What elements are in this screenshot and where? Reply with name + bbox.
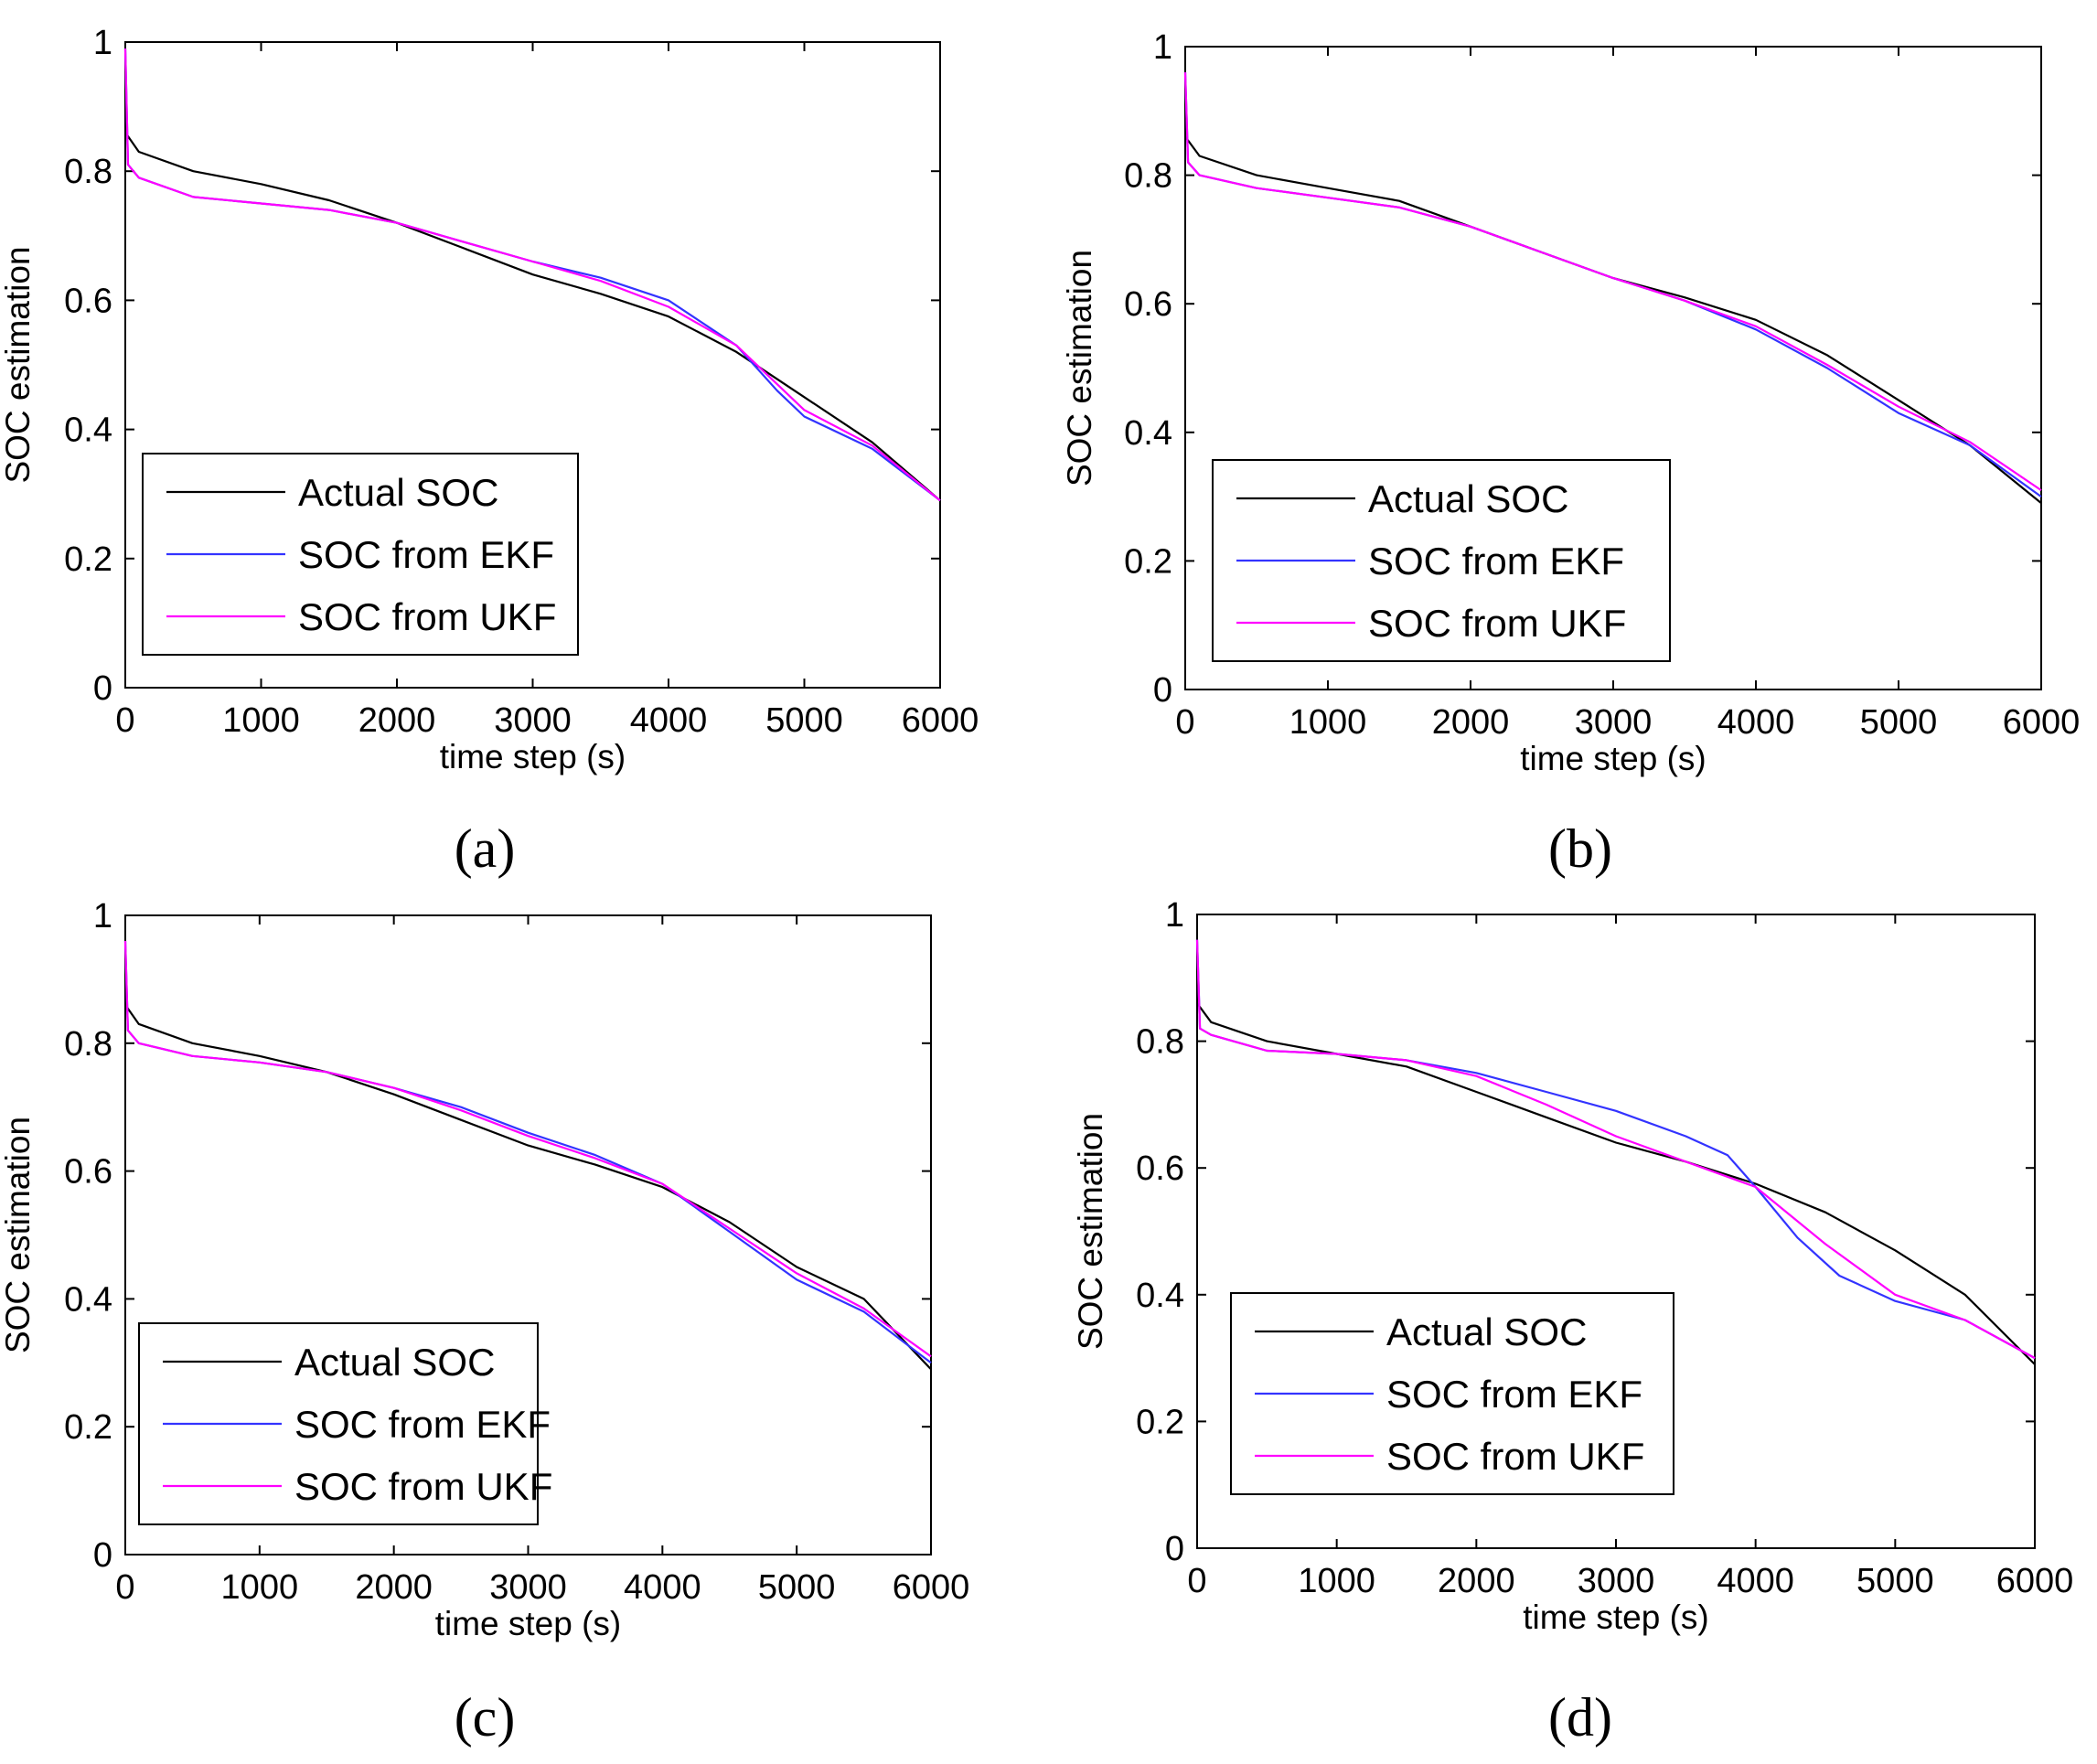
- panel-label: (c): [455, 1687, 516, 1748]
- legend-label: Actual SOC: [294, 1341, 495, 1384]
- y-tick-label: 0.6: [1124, 285, 1172, 324]
- x-tick-label: 0: [115, 1568, 134, 1607]
- y-tick-label: 0: [93, 1536, 112, 1575]
- chart-panel-4: 0 1000 2000 3000 4000 5000 6000 0 0.2 0.4 0.6 0.8 1 t…: [1072, 896, 2073, 1748]
- y-tick-label: 0.2: [64, 1408, 112, 1447]
- legend-label: SOC from UKF: [1386, 1435, 1644, 1478]
- x-tick-label: 5000: [765, 701, 843, 740]
- y-tick-label: 0.6: [1136, 1149, 1184, 1188]
- x-axis-label: time step (s): [435, 1605, 622, 1642]
- x-tick-label: 1000: [221, 1568, 299, 1607]
- series-line-actual-soc: [124, 1004, 932, 1371]
- y-tick-label: 1: [1153, 28, 1172, 67]
- y-tick-label: 0.8: [1136, 1023, 1184, 1062]
- series-line-soc-from-ukf: [123, 940, 932, 1358]
- x-axis-label: time step (s): [1520, 740, 1706, 777]
- y-tick-label: 0: [1153, 671, 1172, 710]
- legend-label: SOC from UKF: [1368, 602, 1626, 645]
- chart-panel-2: 0 1000 2000 3000 4000 5000 6000 0 0.2 0.4 0.6 0.8 1 t…: [1061, 28, 2080, 879]
- legend: Actual SOC SOC from EKF SOC from UKF: [138, 1322, 552, 1525]
- y-tick-label: 0.2: [1136, 1403, 1184, 1441]
- y-tick-label: 0.2: [64, 540, 112, 579]
- legend-label: SOC from EKF: [1386, 1373, 1642, 1416]
- x-tick-label: 5000: [1860, 703, 1938, 742]
- y-axis-label: SOC estimation: [0, 246, 37, 483]
- series-line-soc-from-ukf: [1183, 72, 2042, 492]
- y-tick-label: 0.4: [1124, 414, 1172, 453]
- x-tick-label: 6000: [893, 1568, 970, 1607]
- x-tick-label: 4000: [1717, 1562, 1794, 1600]
- panel-label: (a): [455, 818, 516, 879]
- y-tick-label: 0.6: [64, 1153, 112, 1192]
- x-tick-label: 3000: [494, 701, 572, 740]
- y-tick-label: 0.2: [1124, 542, 1172, 581]
- series-line-soc-from-ukf: [123, 48, 941, 502]
- legend-label: SOC from EKF: [1368, 540, 1624, 583]
- x-tick-label: 2000: [355, 1568, 433, 1607]
- series-line-actual-soc: [124, 132, 941, 502]
- y-tick-label: 0.4: [64, 1280, 112, 1319]
- y-tick-label: 1: [1165, 896, 1184, 935]
- x-tick-label: 0: [1187, 1562, 1206, 1600]
- x-tick-label: 3000: [1578, 1562, 1655, 1600]
- legend: Actual SOC SOC from EKF SOC from UKF: [1212, 459, 1671, 662]
- chart-panel-3: 0 1000 2000 3000 4000 5000 6000 0 0.2 0.4 0.6 0.8 1 t…: [0, 897, 969, 1748]
- y-tick-label: 0.8: [64, 1025, 112, 1064]
- series-line-soc-from-ukf: [1195, 939, 2036, 1360]
- x-tick-label: 2000: [358, 701, 436, 740]
- chart-panel-1: 0 1000 2000 3000 4000 5000 6000 0 0.2 0.4 0.6 0.8 1 t…: [0, 24, 979, 879]
- series-line-actual-soc: [1196, 1002, 2036, 1365]
- y-tick-label: 0.6: [64, 282, 112, 320]
- y-tick-label: 0.4: [64, 412, 112, 450]
- x-tick-label: 2000: [1432, 703, 1510, 742]
- y-tick-label: 1: [93, 24, 112, 62]
- legend: Actual SOC SOC from EKF SOC from UKF: [142, 453, 579, 656]
- legend-label: SOC from EKF: [298, 533, 554, 576]
- x-tick-label: 3000: [489, 1568, 567, 1607]
- x-tick-label: 6000: [2003, 703, 2081, 742]
- legend-label: Actual SOC: [1386, 1310, 1587, 1353]
- legend-label: Actual SOC: [1368, 477, 1568, 520]
- x-tick-label: 2000: [1438, 1562, 1515, 1600]
- panel-label: (b): [1548, 818, 1612, 879]
- x-tick-label: 6000: [902, 701, 979, 740]
- y-tick-label: 0.8: [64, 153, 112, 191]
- x-tick-label: 5000: [1856, 1562, 1934, 1600]
- legend-label: SOC from UKF: [294, 1465, 552, 1508]
- x-axis-label: time step (s): [1523, 1598, 1709, 1636]
- x-tick-label: 3000: [1575, 703, 1653, 742]
- x-tick-label: 1000: [1289, 703, 1367, 742]
- x-axis-label: time step (s): [440, 738, 626, 775]
- y-tick-label: 0: [1165, 1530, 1184, 1568]
- y-tick-label: 0.4: [1136, 1277, 1184, 1315]
- x-tick-label: 1000: [222, 701, 300, 740]
- legend-label: SOC from UKF: [298, 595, 556, 638]
- y-tick-label: 1: [93, 897, 112, 935]
- y-tick-label: 0: [93, 669, 112, 708]
- x-tick-label: 0: [115, 701, 134, 740]
- legend-label: SOC from EKF: [294, 1403, 551, 1446]
- x-tick-label: 4000: [1717, 703, 1795, 742]
- y-tick-label: 0.8: [1124, 157, 1172, 196]
- legend: Actual SOC SOC from EKF SOC from UKF: [1230, 1292, 1674, 1495]
- x-tick-label: 0: [1175, 703, 1194, 742]
- y-axis-label: SOC estimation: [1061, 250, 1098, 486]
- x-tick-label: 4000: [630, 701, 708, 740]
- y-axis-label: SOC estimation: [1072, 1113, 1109, 1350]
- y-axis-label: SOC estimation: [0, 1117, 37, 1353]
- x-tick-label: 6000: [1996, 1562, 2074, 1600]
- x-tick-label: 1000: [1298, 1562, 1375, 1600]
- legend-label: Actual SOC: [298, 471, 498, 514]
- panel-label: (d): [1548, 1687, 1612, 1748]
- x-tick-label: 4000: [624, 1568, 701, 1607]
- x-tick-label: 5000: [758, 1568, 836, 1607]
